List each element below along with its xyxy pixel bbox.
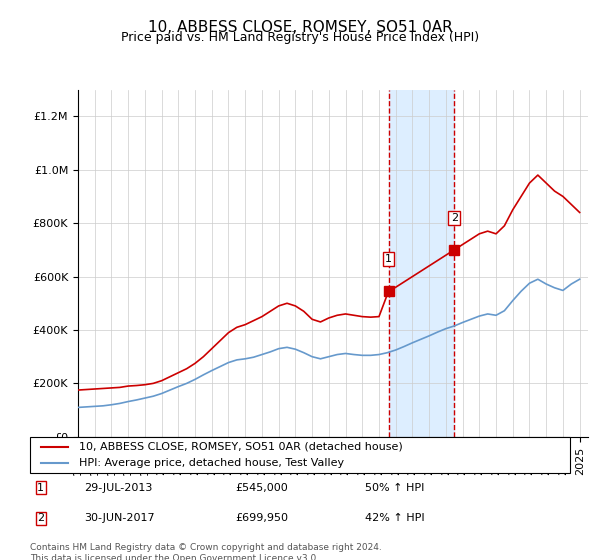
Text: 1: 1 — [37, 483, 44, 493]
Bar — [389, 90, 454, 437]
FancyBboxPatch shape — [30, 437, 570, 473]
Text: HPI: Average price, detached house, Test Valley: HPI: Average price, detached house, Test… — [79, 458, 344, 468]
Text: 10, ABBESS CLOSE, ROMSEY, SO51 0AR: 10, ABBESS CLOSE, ROMSEY, SO51 0AR — [148, 20, 452, 35]
Text: 30-JUN-2017: 30-JUN-2017 — [84, 514, 155, 524]
Text: 29-JUL-2013: 29-JUL-2013 — [84, 483, 152, 493]
Text: Price paid vs. HM Land Registry's House Price Index (HPI): Price paid vs. HM Land Registry's House … — [121, 31, 479, 44]
Text: £699,950: £699,950 — [235, 514, 288, 524]
Text: 10, ABBESS CLOSE, ROMSEY, SO51 0AR (detached house): 10, ABBESS CLOSE, ROMSEY, SO51 0AR (deta… — [79, 442, 403, 452]
Text: 1: 1 — [385, 254, 392, 264]
Text: Contains HM Land Registry data © Crown copyright and database right 2024.
This d: Contains HM Land Registry data © Crown c… — [30, 543, 382, 560]
Text: 2: 2 — [37, 514, 44, 524]
Text: 42% ↑ HPI: 42% ↑ HPI — [365, 514, 424, 524]
Text: £545,000: £545,000 — [235, 483, 288, 493]
Text: 50% ↑ HPI: 50% ↑ HPI — [365, 483, 424, 493]
Text: 2: 2 — [451, 213, 458, 223]
